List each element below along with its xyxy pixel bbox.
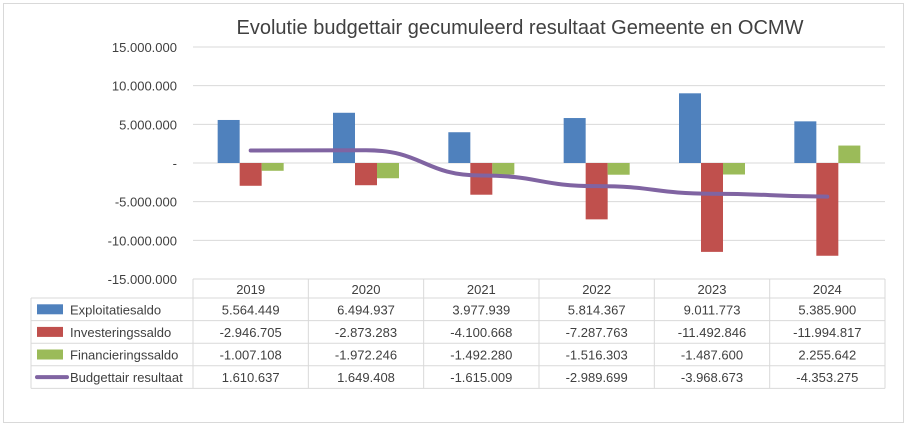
bar-exploitatiesaldo-2021 <box>448 132 471 163</box>
table-cell: -11.994.817 <box>793 325 861 340</box>
legend-label-financieringssaldo: Financieringssaldo <box>70 348 178 363</box>
y-tick-label: -15.000.000 <box>108 272 177 287</box>
table-cell: -2.989.699 <box>566 370 628 385</box>
table-cell: 2.255.642 <box>798 348 856 363</box>
line-budgettair-resultaat <box>248 148 830 199</box>
table-cell: 9.011.773 <box>684 302 741 317</box>
bar-exploitatiesaldo-2020 <box>333 112 355 163</box>
legend-label-investeringssaldo: Investeringssaldo <box>70 325 171 340</box>
table-cell: -1.487.600 <box>681 348 743 363</box>
table-cell: -4.100.668 <box>450 325 512 340</box>
legend-key-exploitatiesaldo <box>37 304 63 315</box>
bar-financieringssaldo-2020 <box>377 163 399 179</box>
category-label-2024: 2024 <box>813 282 842 297</box>
y-tick-label: -5.000.000 <box>115 195 177 210</box>
table-cell: -1.516.303 <box>566 348 628 363</box>
table-cell: -7.287.763 <box>566 325 628 340</box>
data-table: 2019 2020 2021 2022 2023 2024 Exploitatiesaldo… <box>30 278 886 389</box>
bar-investeringssaldo-2024 <box>816 163 839 256</box>
chart-title: Evolutie budgettair gecumuleerd resultaa… <box>237 17 804 39</box>
table-cell: 5.814.367 <box>568 302 626 317</box>
table-cell: -3.968.673 <box>681 370 743 385</box>
bar-financieringssaldo-2021 <box>492 163 515 175</box>
legend-key-investeringssaldo <box>37 326 63 337</box>
table-cell: -1.492.280 <box>450 348 512 363</box>
bar-financieringssaldo-2024 <box>838 145 861 163</box>
bar-exploitatiesaldo-2024 <box>794 121 817 163</box>
legend-label-exploitatiesaldo: Exploitatiesaldo <box>70 302 161 317</box>
bars <box>217 93 861 256</box>
bar-financieringssaldo-2023 <box>723 163 745 175</box>
y-tick-label: -10.000.000 <box>108 233 177 248</box>
table-cell: -1.007.108 <box>220 348 282 363</box>
table-cell: 3.977.939 <box>452 302 510 317</box>
bar-exploitatiesaldo-2023 <box>679 93 701 163</box>
category-label-2019: 2019 <box>236 282 265 297</box>
category-label-2021: 2021 <box>467 282 496 297</box>
bar-investeringssaldo-2021 <box>470 163 493 195</box>
table-cell: 1.649.408 <box>337 370 395 385</box>
y-tick-label: 10.000.000 <box>112 79 177 94</box>
table-cell: -2.946.705 <box>220 325 282 340</box>
legend-label-budgettair-resultaat: Budgettair resultaat <box>70 370 183 385</box>
y-tick-label: 15.000.000 <box>112 40 177 55</box>
table-cell: -1.615.009 <box>450 370 512 385</box>
table-cell: -2.873.283 <box>335 325 397 340</box>
bar-exploitatiesaldo-2019 <box>217 119 240 163</box>
table-cell: 1.610.637 <box>222 370 280 385</box>
table-cell: -1.972.246 <box>335 348 397 363</box>
table-cell: -4.353.275 <box>796 370 858 385</box>
bar-exploitatiesaldo-2022 <box>563 118 586 163</box>
category-label-2023: 2023 <box>698 282 727 297</box>
category-label-2022: 2022 <box>582 282 611 297</box>
category-label-2020: 2020 <box>352 282 381 297</box>
y-tick-label: 5.000.000 <box>119 117 177 132</box>
bar-investeringssaldo-2023 <box>701 163 723 252</box>
table-cell: 5.385.900 <box>798 302 856 317</box>
y-axis: 15.000.000 10.000.000 5.000.000 - -5.000.000… <box>108 40 177 287</box>
y-tick-label: - <box>173 156 177 171</box>
bar-investeringssaldo-2020 <box>355 163 377 186</box>
bar-financieringssaldo-2022 <box>607 163 630 175</box>
bar-investeringssaldo-2019 <box>239 163 262 186</box>
chart-frame <box>3 3 904 423</box>
table-cell: 6.494.937 <box>337 302 395 317</box>
bar-financieringssaldo-2019 <box>261 163 284 171</box>
table-cell: -11.492.846 <box>678 325 746 340</box>
line-series <box>248 148 830 199</box>
gridlines <box>193 46 885 280</box>
legend-key-financieringssaldo <box>37 349 63 360</box>
bar-investeringssaldo-2022 <box>585 163 608 220</box>
table-cell: 5.564.449 <box>222 302 280 317</box>
